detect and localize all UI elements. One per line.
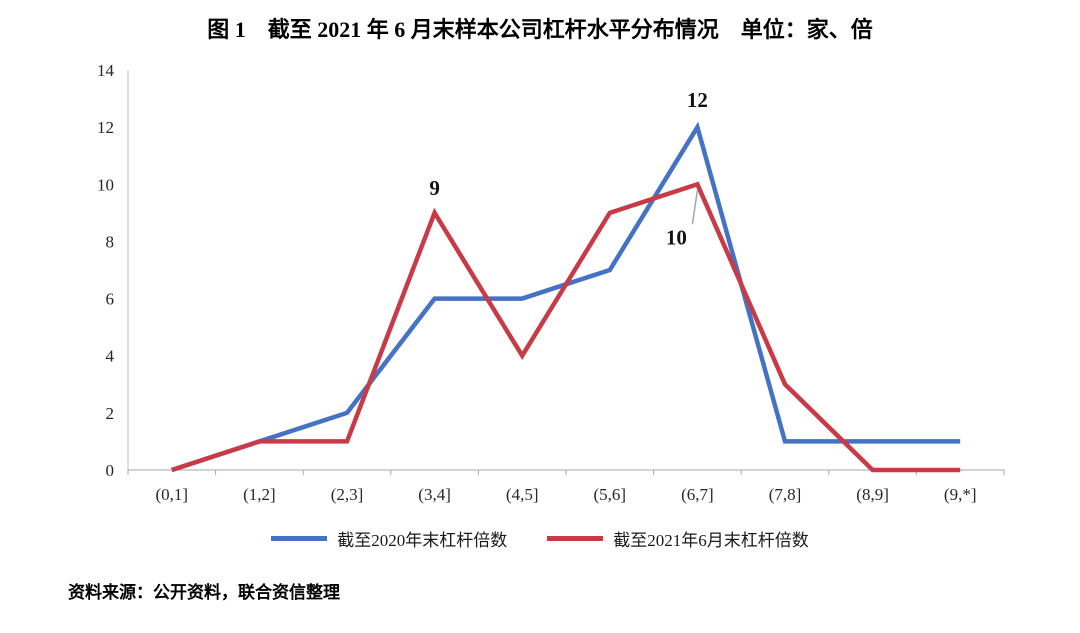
y-tick-label: 4 [106,347,115,366]
y-tick-label: 2 [106,404,115,423]
legend-item-2021: 截至2021年6月末杠杆倍数 [547,526,809,551]
data-label: 12 [687,88,708,112]
x-tick-label: (9,*] [944,485,977,504]
y-tick-label: 0 [106,461,115,480]
legend-label-2020: 截至2020年末杠杆倍数 [337,530,508,550]
legend-swatch-red-line [547,535,604,541]
y-tick-label: 6 [106,290,115,309]
chart-title: 图 1 截至 2021 年 6 月末样本公司杠杆水平分布情况 单位：家、倍 [207,17,873,42]
x-tick-label: (3,4] [418,485,451,504]
x-tick-label: (1,2] [243,485,276,504]
y-tick-label: 10 [97,175,114,194]
legend-item-2020: 截至2020年末杠杆倍数 [271,526,507,551]
data-label: 9 [429,176,440,200]
x-tick-label: (6,7] [681,485,714,504]
series-line-0 [171,121,961,473]
x-tick-label: (5,6] [594,485,627,504]
legend-label-2021: 截至2021年6月末杠杆倍数 [613,530,809,550]
series-line-1 [171,181,961,473]
y-tick-label: 12 [97,118,114,137]
data-label: 10 [666,225,687,249]
y-tick-label: 8 [106,232,115,251]
chart-legend: 截至2020年末杠杆倍数 截至2021年6月末杠杆倍数 [0,522,1080,554]
source-note: 资料来源：公开资料，联合资信整理 [68,583,340,602]
legend-swatch-blue-line [271,535,328,541]
y-tick-label: 14 [97,61,115,80]
leader-line [691,190,699,225]
x-tick-label: (7,8] [769,485,802,504]
x-tick-label: (4,5] [506,485,539,504]
x-tick-label: (0,1] [156,485,189,504]
x-tick-label: (2,3] [331,485,364,504]
line-chart: 0 2 4 6 8 10 12 14 (0,1] (1,2] (2,3] (3,4] (4,5] (5,6… [97,61,1005,504]
x-tick-label: (8,9] [856,485,889,504]
